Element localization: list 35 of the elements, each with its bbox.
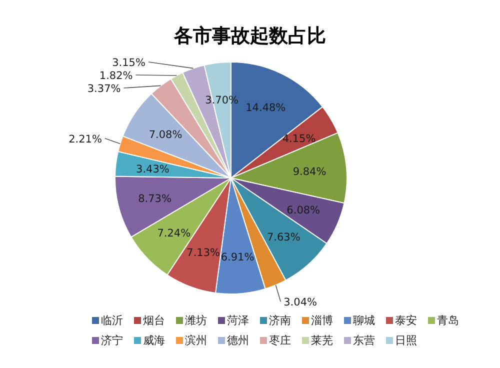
- data-label: 7.08%: [148, 129, 182, 141]
- data-label: 8.73%: [138, 193, 172, 206]
- data-label: 3.37%: [87, 83, 121, 95]
- legend-label: 滨州: [185, 334, 207, 347]
- legend-label: 威海: [143, 334, 165, 347]
- legend-label: 日照: [395, 334, 417, 347]
- legend-label: 临沂: [101, 314, 123, 327]
- legend-label: 泰安: [395, 314, 417, 327]
- legend-label: 聊城: [353, 314, 375, 327]
- data-label: 2.21%: [68, 133, 102, 146]
- data-label: 3.43%: [136, 163, 170, 176]
- legend-label: 青岛: [437, 314, 459, 327]
- legend-label: 枣庄: [269, 334, 291, 347]
- legend-label: 淄博: [311, 314, 333, 327]
- legend-label: 莱芜: [311, 334, 333, 347]
- data-label: 7.24%: [157, 227, 191, 240]
- data-label: 7.13%: [186, 246, 220, 259]
- legend-label: 烟台: [143, 314, 165, 327]
- data-label: 9.84%: [292, 166, 326, 178]
- chart-title: 各市事故起数占比: [173, 25, 326, 47]
- legend-label: 潍坊: [185, 314, 207, 327]
- legend-label: 菏泽: [227, 314, 249, 327]
- data-label: 4.15%: [282, 133, 316, 146]
- legend-label: 济南: [269, 314, 291, 327]
- data-label: 1.82%: [99, 70, 133, 82]
- data-label: 3.70%: [205, 94, 239, 107]
- data-label: 14.48%: [246, 102, 286, 114]
- data-label: 6.91%: [220, 252, 254, 264]
- data-label: 3.04%: [284, 296, 318, 309]
- data-label: 3.15%: [112, 57, 146, 69]
- legend-label: 德州: [227, 334, 249, 347]
- data-label: 6.08%: [286, 204, 320, 216]
- data-label: 7.63%: [266, 232, 300, 244]
- legend-label: 济宁: [101, 334, 123, 347]
- legend-label: 东营: [353, 334, 375, 347]
